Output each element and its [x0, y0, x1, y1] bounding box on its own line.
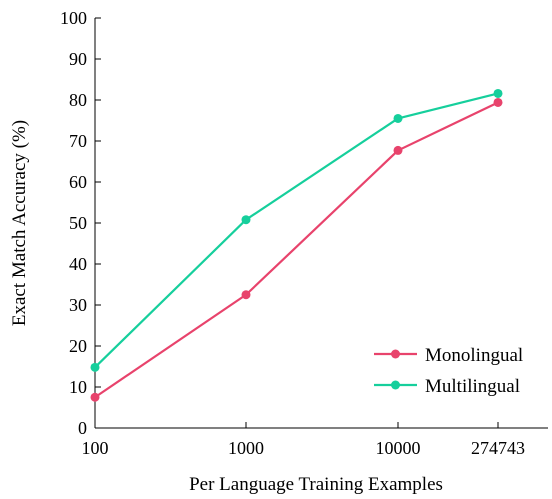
- series-line-multilingual: [94, 92, 499, 369]
- data-point-multilingual: [241, 215, 251, 225]
- legend: Monolingual Multilingual: [374, 345, 523, 397]
- x-axis-title: Per Language Training Examples: [189, 474, 443, 495]
- data-point-monolingual: [393, 145, 403, 155]
- y-tick-label: 90: [69, 49, 87, 69]
- series-line-monolingual: [94, 101, 499, 399]
- data-point-monolingual: [241, 290, 251, 300]
- y-ticks: 0 10 20 30 40 50 60 70 80 90 100: [60, 8, 101, 438]
- legend-label-multilingual: Multilingual: [425, 376, 520, 397]
- y-tick-label: 100: [60, 8, 87, 28]
- y-tick-label: 80: [69, 90, 87, 110]
- legend-marker-multilingual: [391, 380, 400, 390]
- x-ticks: 100 1000 10000 274743: [82, 422, 525, 458]
- legend-marker-monolingual: [391, 349, 400, 359]
- y-tick-label: 30: [69, 295, 87, 315]
- data-point-multilingual: [493, 88, 503, 98]
- y-tick-label: 0: [78, 418, 87, 438]
- y-tick-label: 50: [69, 213, 87, 233]
- x-tick-label: 10000: [376, 438, 421, 458]
- y-axis-title: Exact Match Accuracy (%): [9, 120, 30, 326]
- data-point-monolingual: [90, 392, 100, 402]
- series-layer: [90, 88, 503, 402]
- data-point-monolingual: [493, 97, 503, 107]
- y-tick-label: 10: [69, 377, 87, 397]
- y-tick-label: 60: [69, 172, 87, 192]
- data-point-multilingual: [90, 362, 100, 372]
- x-tick-label: 1000: [228, 438, 264, 458]
- x-tick-label: 100: [82, 438, 109, 458]
- y-tick-label: 20: [69, 336, 87, 356]
- legend-item-monolingual: Monolingual: [374, 345, 523, 366]
- y-tick-label: 70: [69, 131, 87, 151]
- data-point-multilingual: [393, 113, 403, 123]
- legend-label-monolingual: Monolingual: [425, 345, 523, 366]
- legend-item-multilingual: Multilingual: [374, 376, 520, 397]
- y-tick-label: 40: [69, 254, 87, 274]
- x-tick-label: 274743: [471, 438, 525, 458]
